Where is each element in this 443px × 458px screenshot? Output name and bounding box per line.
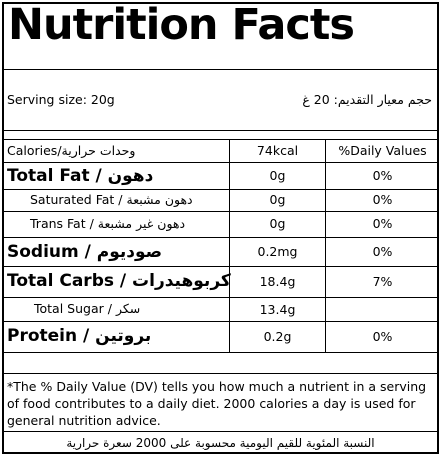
row-daily-value: 0%	[372, 329, 393, 344]
row-name: Saturated Fat / دهون مشبعة	[30, 192, 193, 207]
row-amount: 0.2g	[263, 329, 292, 344]
column-divider	[229, 139, 230, 352]
divider	[2, 69, 439, 70]
divider	[2, 266, 439, 267]
label-title: Nutrition Facts	[8, 0, 355, 50]
divider	[2, 373, 439, 374]
row-daily-value: 0%	[372, 192, 393, 207]
row-name-en: Trans Fat /	[30, 216, 94, 231]
row-name-ar: دهون	[107, 166, 154, 186]
row-name: Total Fat / دهون	[7, 168, 153, 185]
divider	[2, 162, 439, 163]
serving-size-ar: حجم معيار التقديم: 20 غ	[302, 92, 432, 107]
divider	[2, 189, 439, 190]
header-calories: Calories/وحدات حرارية	[7, 143, 136, 158]
row-name: Trans Fat / دهون غير مشبعة	[30, 216, 186, 231]
header-calories-ar: وحدات حرارية	[61, 143, 136, 158]
row-daily-value: 0%	[372, 244, 393, 259]
row-name-ar: كربوهيدرات	[132, 271, 231, 291]
row-daily-value: 0%	[372, 168, 393, 183]
row-name-en: Total Fat /	[7, 166, 102, 186]
row-amount: 0g	[269, 216, 286, 231]
row-daily-value: 0%	[372, 216, 393, 231]
divider	[2, 297, 439, 298]
header-daily-values: %Daily Values	[338, 143, 427, 158]
row-name-en: Total Sugar /	[34, 301, 112, 316]
row-name-en: Protein /	[7, 326, 90, 346]
row-name-en: Saturated Fat /	[30, 192, 123, 207]
row-name-en: Sodium /	[7, 242, 91, 262]
row-name: Total Sugar / سكر	[34, 301, 141, 316]
row-amount: 13.4g	[259, 302, 296, 317]
row-name-en: Total Carbs /	[7, 271, 127, 291]
row-name-ar: دهون غير مشبعة	[97, 216, 186, 231]
divider	[2, 237, 439, 238]
column-divider	[325, 139, 326, 352]
row-name-ar: دهون مشبعة	[126, 192, 193, 207]
row-name: Sodium / صوديوم	[7, 244, 162, 261]
row-name: Total Carbs / كربوهيدرات	[7, 273, 231, 290]
divider	[2, 352, 439, 353]
divider	[2, 139, 439, 140]
divider	[2, 431, 439, 432]
row-name-ar: بروتين	[95, 326, 152, 346]
header-calories-en: Calories/	[7, 143, 62, 158]
row-amount: 0g	[269, 168, 286, 183]
divider	[2, 130, 439, 131]
divider	[2, 211, 439, 212]
footnote-ar: النسبة المئوية للقيم اليومية محسوبة على …	[66, 436, 375, 450]
serving-size-en: Serving size: 20g	[7, 92, 115, 107]
row-name: Protein / بروتين	[7, 328, 151, 345]
nutrition-label	[2, 2, 439, 454]
row-name-ar: سكر	[115, 301, 141, 316]
footnote-en: *The % Daily Value (DV) tells you how mu…	[7, 379, 427, 428]
row-amount: 18.4g	[259, 274, 296, 289]
header-calories-value: 74kcal	[256, 143, 299, 158]
row-daily-value: 7%	[372, 274, 393, 289]
row-amount: 0g	[269, 192, 286, 207]
row-name-ar: صوديوم	[96, 242, 163, 262]
row-amount: 0.2mg	[257, 244, 298, 259]
divider	[2, 321, 439, 322]
